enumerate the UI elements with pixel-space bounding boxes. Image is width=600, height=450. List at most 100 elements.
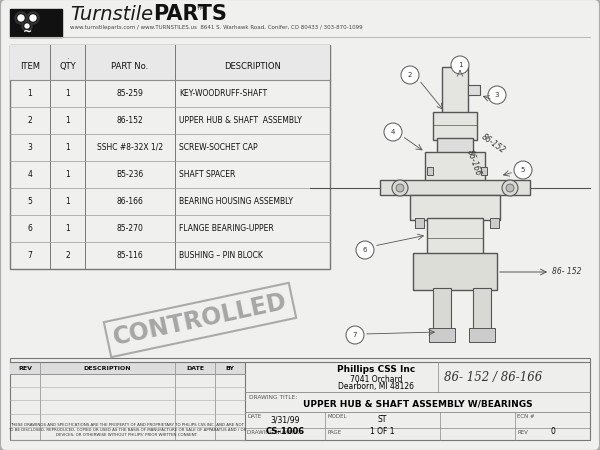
Text: 1: 1: [65, 224, 70, 233]
Bar: [10, 45, 330, 80]
Text: REV: REV: [517, 430, 528, 435]
Circle shape: [24, 23, 30, 29]
Text: 1: 1: [65, 116, 70, 125]
Text: UPPER HUB & SHAFT ASSEMBLY W/BEARINGS: UPPER HUB & SHAFT ASSEMBLY W/BEARINGS: [302, 400, 532, 409]
Circle shape: [18, 15, 24, 21]
Text: BY: BY: [226, 365, 235, 370]
Text: 4: 4: [391, 129, 395, 135]
Bar: [469, 328, 495, 342]
Text: ~: ~: [22, 27, 32, 37]
Text: FLANGE BEARING-UPPER: FLANGE BEARING-UPPER: [179, 224, 274, 233]
Text: .: .: [66, 52, 69, 61]
Circle shape: [27, 12, 39, 24]
Text: PAGE: PAGE: [327, 430, 341, 435]
Text: SHAFT SPACER: SHAFT SPACER: [179, 170, 235, 179]
Bar: [440, 218, 449, 228]
Bar: [413, 253, 497, 290]
Bar: [473, 288, 491, 330]
Text: ECN #: ECN #: [517, 414, 535, 419]
Circle shape: [356, 241, 374, 259]
Text: 4: 4: [28, 170, 32, 179]
Text: 86- 152: 86- 152: [552, 267, 581, 276]
Text: 85-116: 85-116: [116, 251, 143, 260]
Bar: [427, 218, 483, 255]
Text: PARTS: PARTS: [153, 4, 227, 24]
Bar: [380, 180, 530, 195]
Text: 3/31/99: 3/31/99: [270, 415, 300, 424]
Text: 86-152: 86-152: [480, 132, 508, 155]
Text: THESE DRAWINGS AND SPECIFICATIONS ARE THE PROPERTY OF AND PROPRIETARY TO PHILIPS: THESE DRAWINGS AND SPECIFICATIONS ARE TH…: [8, 423, 246, 437]
Circle shape: [29, 14, 37, 22]
Text: 5: 5: [521, 167, 525, 173]
Bar: [427, 167, 433, 175]
Bar: [481, 167, 487, 175]
Circle shape: [25, 24, 29, 28]
Bar: [429, 328, 455, 342]
Bar: [465, 218, 474, 228]
Circle shape: [346, 326, 364, 344]
Bar: [10, 362, 245, 374]
Circle shape: [506, 184, 514, 192]
Text: 86-166: 86-166: [465, 148, 483, 177]
Text: 6: 6: [363, 247, 367, 253]
Bar: [410, 195, 500, 220]
Text: UPPER HUB & SHAFT  ASSEMBLY: UPPER HUB & SHAFT ASSEMBLY: [179, 116, 302, 125]
Text: BUSHING – PIN BLOCK: BUSHING – PIN BLOCK: [179, 251, 263, 260]
Bar: [442, 67, 468, 115]
Text: SCREW-SOCHET CAP: SCREW-SOCHET CAP: [179, 143, 257, 152]
Text: 2: 2: [408, 72, 412, 78]
Text: ™: ™: [196, 5, 206, 15]
Circle shape: [488, 86, 506, 104]
Text: B5-236: B5-236: [116, 170, 143, 179]
Text: CS-1006: CS-1006: [265, 428, 305, 436]
Text: 1: 1: [28, 89, 32, 98]
Text: 1: 1: [65, 197, 70, 206]
Circle shape: [392, 180, 408, 196]
Circle shape: [401, 66, 419, 84]
Bar: [10, 358, 590, 440]
Text: 86-152: 86-152: [116, 116, 143, 125]
Text: BEARING HOUSING ASSEMBLY: BEARING HOUSING ASSEMBLY: [179, 197, 293, 206]
Text: DESCRIPTION: DESCRIPTION: [224, 62, 281, 71]
Circle shape: [384, 123, 402, 141]
Text: QTY: QTY: [59, 62, 76, 71]
Text: 5: 5: [28, 197, 32, 206]
Text: 1: 1: [65, 89, 70, 98]
Text: www.turnstileparts.com / www.TURNSTILES.us  8641 S. Warhawk Road, Conifer, CO 80: www.turnstileparts.com / www.TURNSTILES.…: [70, 26, 362, 31]
Text: 2: 2: [65, 251, 70, 260]
Circle shape: [396, 184, 404, 192]
Text: DRAWING TITLE:: DRAWING TITLE:: [249, 395, 297, 400]
Circle shape: [514, 161, 532, 179]
Text: 7041 Orchard: 7041 Orchard: [350, 374, 403, 383]
Text: 85-270: 85-270: [116, 224, 143, 233]
Text: 86- 152 / 86-166: 86- 152 / 86-166: [444, 372, 542, 384]
Text: 1 OF 1: 1 OF 1: [370, 428, 395, 436]
Text: 7: 7: [353, 332, 357, 338]
Bar: [433, 288, 451, 330]
Text: DATE: DATE: [247, 414, 261, 419]
Circle shape: [502, 180, 518, 196]
Circle shape: [451, 56, 469, 74]
Text: 86-166: 86-166: [116, 197, 143, 206]
Bar: [415, 218, 424, 228]
Text: CONTROLLED: CONTROLLED: [111, 290, 289, 350]
Circle shape: [17, 14, 25, 22]
Circle shape: [22, 21, 32, 31]
Text: DATE: DATE: [186, 365, 204, 370]
Text: 1: 1: [65, 170, 70, 179]
Text: 3: 3: [495, 92, 499, 98]
Bar: [433, 112, 477, 140]
Text: 6: 6: [28, 224, 32, 233]
Text: 85-259: 85-259: [116, 89, 143, 98]
Text: Turnstile: Turnstile: [70, 4, 153, 23]
Text: MODEL: MODEL: [327, 414, 347, 419]
Bar: [490, 218, 499, 228]
Text: PART No.: PART No.: [112, 62, 149, 71]
Text: 1: 1: [458, 62, 462, 68]
Text: 0: 0: [550, 428, 555, 436]
Bar: [10, 45, 330, 269]
Bar: [468, 85, 480, 95]
Text: ITEM: ITEM: [20, 62, 40, 71]
Text: Dearborn, MI 48126: Dearborn, MI 48126: [338, 382, 414, 392]
Text: 3: 3: [28, 143, 32, 152]
